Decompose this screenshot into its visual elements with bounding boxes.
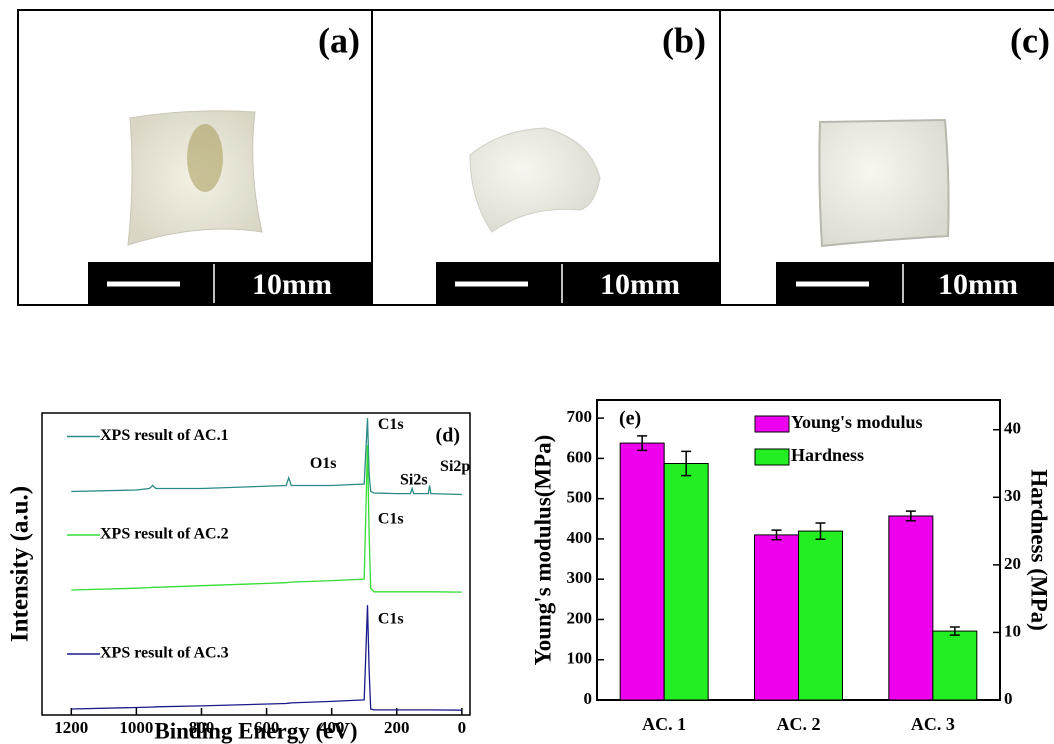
- bar: [754, 534, 799, 701]
- error-bar: [771, 529, 782, 541]
- peak-label: C1s: [378, 416, 404, 433]
- legend-swatch: [754, 448, 790, 466]
- legend-label: Young's modulus: [791, 412, 923, 432]
- y-axis-label: Young's modulus(MPa): [530, 435, 555, 666]
- y2-tick-label: 40: [1004, 419, 1021, 438]
- peak-label: Si2s: [400, 472, 428, 489]
- scale-label: 10mm: [938, 268, 1018, 301]
- y2-tick-label: 30: [1004, 486, 1021, 505]
- error-bar: [637, 435, 648, 452]
- photo-panels: (a) (b) (c) 10mm 10mm 10mm: [17, 9, 1054, 306]
- panel-label: (c): [1010, 20, 1050, 60]
- series-label: XPS result of AC.1: [100, 427, 229, 444]
- peak-label: C1s: [378, 511, 404, 528]
- bar: [619, 442, 665, 701]
- y-tick-label: 700: [567, 407, 593, 426]
- scale-label: 10mm: [252, 268, 332, 301]
- y-tick-label: 200: [567, 608, 593, 627]
- error-bar: [905, 510, 916, 522]
- x-tick-label: 400: [319, 718, 345, 737]
- sample-photo: [818, 118, 950, 248]
- x-tick-label: 600: [254, 718, 280, 737]
- x-tick-label: 200: [384, 718, 410, 737]
- peak-label: O1s: [310, 455, 337, 472]
- spectrum-line: [71, 444, 462, 593]
- panel-label: (d): [436, 425, 460, 447]
- x-tick-label: 1000: [119, 718, 153, 737]
- bar: [798, 530, 843, 701]
- legend-label: Hardness: [791, 445, 864, 465]
- y-tick-label: 300: [567, 568, 593, 587]
- y-tick-label: 0: [584, 689, 593, 708]
- plot-frame: [41, 412, 471, 716]
- x-tick-label: AC. 2: [777, 714, 821, 734]
- bar: [932, 630, 978, 701]
- y2-tick-label: 0: [1004, 689, 1013, 708]
- x-tick-label: AC. 3: [911, 714, 955, 734]
- y2-axis-label: Hardness (MPa): [1027, 469, 1052, 631]
- legend-swatch: [754, 415, 790, 433]
- sample-stain: [187, 124, 223, 192]
- panel-label: (b): [662, 20, 706, 60]
- panel-label: (e): [619, 408, 641, 430]
- y-axis-label: Intensity (a.u.): [7, 486, 34, 642]
- y2-tick-label: 10: [1004, 621, 1021, 640]
- error-bar: [949, 626, 960, 636]
- bar: [663, 463, 709, 701]
- scale-label: 10mm: [600, 268, 680, 301]
- x-tick-label: 1200: [54, 718, 88, 737]
- sample-photo: [469, 127, 601, 233]
- panel-label: (a): [318, 20, 360, 60]
- spectrum-line: [71, 605, 462, 711]
- y2-tick-label: 20: [1004, 554, 1021, 573]
- peak-label: Si2p: [440, 458, 470, 475]
- error-bar: [815, 522, 826, 540]
- x-axis-label: Binding Energy (eV): [154, 718, 357, 743]
- series-label: XPS result of AC.3: [100, 645, 229, 662]
- bar: [888, 515, 934, 701]
- error-bar: [681, 450, 692, 477]
- y-tick-label: 100: [567, 649, 593, 668]
- series-label: XPS result of AC.2: [100, 526, 229, 543]
- y-tick-label: 600: [567, 447, 593, 466]
- y-tick-label: 500: [567, 488, 593, 507]
- peak-label: C1s: [378, 611, 404, 628]
- x-tick-label: 800: [189, 718, 215, 737]
- x-tick-label: 0: [458, 718, 467, 737]
- x-tick-label: AC. 1: [642, 714, 686, 734]
- y-tick-label: 400: [567, 528, 593, 547]
- spectrum-line: [71, 418, 462, 496]
